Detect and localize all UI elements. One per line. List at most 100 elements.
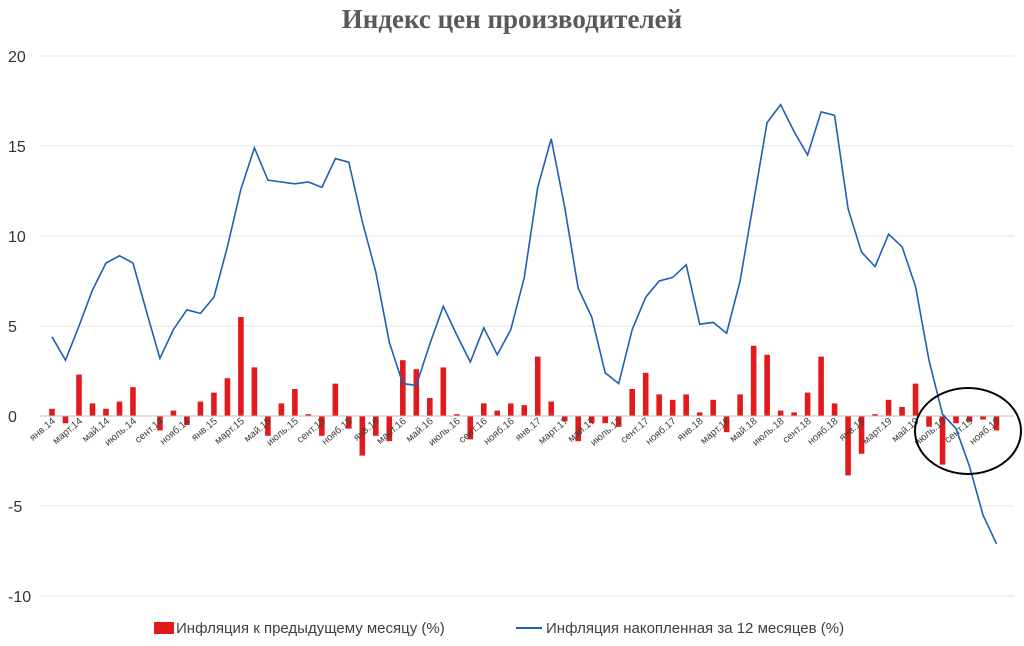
- bar: [49, 408, 55, 416]
- bar: [993, 416, 1000, 431]
- bar: [737, 394, 743, 416]
- y-tick-label: 10: [8, 229, 26, 246]
- bar: [831, 403, 838, 416]
- x-tick-label: март.17: [537, 416, 571, 447]
- bar: [440, 367, 447, 416]
- y-axis-tick-labels: 20 15 10 5 0 -5 -10: [8, 49, 31, 606]
- bar: [710, 399, 716, 416]
- y-tick-label: -5: [8, 499, 22, 516]
- bar: [750, 345, 757, 416]
- bar: [359, 416, 366, 456]
- bar: [588, 416, 595, 424]
- bar: [224, 378, 231, 416]
- bar: [494, 410, 501, 416]
- bar: [238, 317, 244, 416]
- y-tick-label: 0: [8, 409, 17, 426]
- bar: [197, 401, 204, 416]
- bar: [62, 416, 69, 424]
- bar: [804, 392, 811, 416]
- line-series: [51, 103, 998, 545]
- legend-line-swatch: [516, 627, 542, 629]
- bar: [480, 403, 487, 416]
- bar: [103, 408, 109, 416]
- x-tick-label: нояб.14: [157, 415, 193, 448]
- legend-item-line: Инфляция накопленная за 12 месяцев (%): [516, 618, 844, 638]
- bar: [885, 399, 892, 416]
- x-tick-label: нояб.16: [481, 415, 517, 448]
- legend-bar-swatch: [154, 622, 174, 634]
- x-tick-label: нояб.15: [319, 415, 355, 448]
- bar: [683, 394, 689, 416]
- bar: [926, 416, 932, 427]
- bar: [265, 416, 271, 436]
- bar: [615, 416, 622, 427]
- bar: [561, 416, 568, 422]
- y-tick-label: -10: [8, 589, 31, 606]
- bar: [386, 416, 393, 442]
- bar: [980, 416, 986, 420]
- bar: [507, 403, 514, 416]
- bar: [534, 356, 541, 416]
- bar: [953, 416, 959, 424]
- x-tick-label: нояб.19: [967, 415, 1003, 448]
- bar: [939, 416, 946, 465]
- bar: [642, 372, 649, 416]
- bar-series: [49, 317, 1013, 476]
- legend-item-bar: Инфляция к предыдущему месяцу (%): [154, 618, 445, 638]
- bar: [777, 410, 784, 416]
- bar: [413, 369, 420, 416]
- legend-bar-label: Инфляция к предыдущему месяцу (%): [176, 619, 445, 637]
- bar: [346, 416, 352, 429]
- bar: [116, 401, 123, 416]
- bar: [332, 383, 339, 416]
- bar: [76, 374, 82, 416]
- bar: [211, 392, 217, 416]
- bar: [89, 403, 96, 416]
- bar: [818, 356, 824, 416]
- bar: [170, 410, 177, 416]
- bar: [305, 414, 312, 416]
- x-tick-label: март.19: [860, 416, 894, 447]
- bar: [858, 416, 865, 454]
- bar: [966, 416, 973, 422]
- y-tick-label: 5: [8, 319, 17, 336]
- bar: [602, 416, 609, 424]
- bar: [467, 416, 474, 440]
- bar: [912, 383, 919, 416]
- bar: [899, 407, 905, 416]
- bar: [157, 416, 163, 431]
- bar: [791, 412, 797, 416]
- bar: [723, 416, 730, 433]
- bar: [453, 414, 460, 416]
- legend-line-label: Инфляция накопленная за 12 месяцев (%): [546, 619, 845, 637]
- bar: [400, 360, 406, 416]
- bar: [575, 416, 582, 442]
- y-tick-label: 20: [8, 49, 26, 66]
- bar: [184, 416, 190, 425]
- bar: [278, 403, 285, 416]
- bar: [319, 416, 325, 436]
- bar: [521, 405, 528, 416]
- x-tick-label: март.15: [213, 416, 247, 447]
- bar: [669, 399, 676, 416]
- bar: [427, 398, 433, 416]
- highlight-circle: [914, 387, 1022, 475]
- bar: [373, 416, 379, 436]
- bar: [292, 389, 298, 416]
- bar: [656, 394, 662, 416]
- bar: [548, 401, 555, 416]
- bar: [845, 416, 851, 476]
- bar: [696, 412, 703, 416]
- bar: [629, 389, 635, 416]
- y-tick-label: 15: [8, 139, 26, 156]
- bar: [764, 354, 770, 416]
- grid-lines: [40, 55, 1014, 597]
- x-tick-label: нояб.17: [643, 415, 679, 448]
- bar: [130, 387, 136, 416]
- chart-title: Индекс цен производителей: [341, 4, 683, 34]
- bar: [872, 414, 878, 416]
- bar: [251, 367, 258, 416]
- x-tick-label: нояб.18: [805, 415, 841, 448]
- x-axis-tick-labels: янв.14март.14май.14июль.14сент.14нояб.14…: [28, 415, 1003, 449]
